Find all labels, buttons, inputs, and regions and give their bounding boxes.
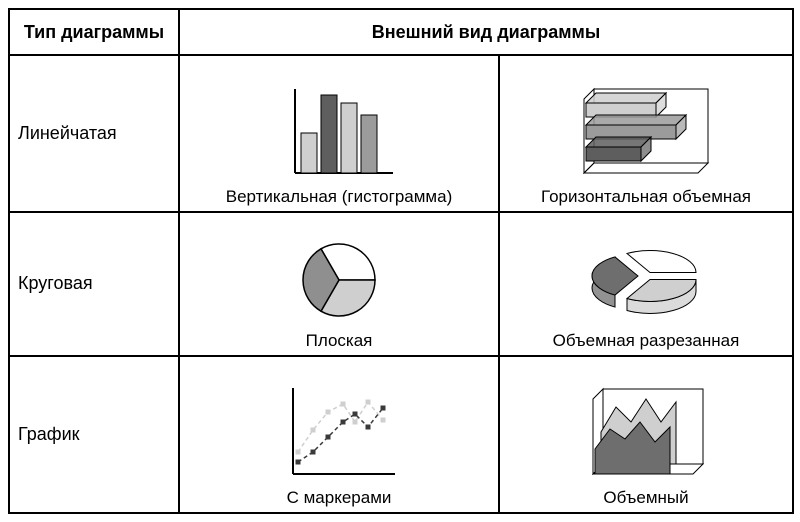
header-appearance: Внешний вид диаграммы [179,9,793,55]
chart-caption: Вертикальная (гистограмма) [226,187,452,207]
chart-cell: Вертикальная (гистограмма) [179,55,499,212]
bar-vertical-icon [279,81,399,181]
chart-cell: С маркерами [179,356,499,513]
pie-3d-exploded-icon [576,235,716,325]
chart-cell: Объемный [499,356,793,513]
chart-types-table: Тип диаграммы Внешний вид диаграммы Лине… [8,8,794,514]
row-label: Линейчатая [9,55,179,212]
row-label: График [9,356,179,513]
chart-caption: Объемная разрезанная [553,331,740,351]
pie-icon [289,235,389,325]
chart-cell: Плоская [179,212,499,357]
bar-horizontal-3d-icon [576,81,716,181]
chart-caption: Плоская [306,331,373,351]
line-markers-icon [279,382,399,482]
chart-caption: Горизонтальная объемная [541,187,751,207]
chart-cell: Объемная разрезанная [499,212,793,357]
row-label: Круговая [9,212,179,357]
header-type: Тип диаграммы [9,9,179,55]
chart-caption: С маркерами [287,488,392,508]
chart-caption: Объемный [603,488,688,508]
area-3d-icon [581,387,711,482]
chart-cell: Горизонтальная объемная [499,55,793,212]
